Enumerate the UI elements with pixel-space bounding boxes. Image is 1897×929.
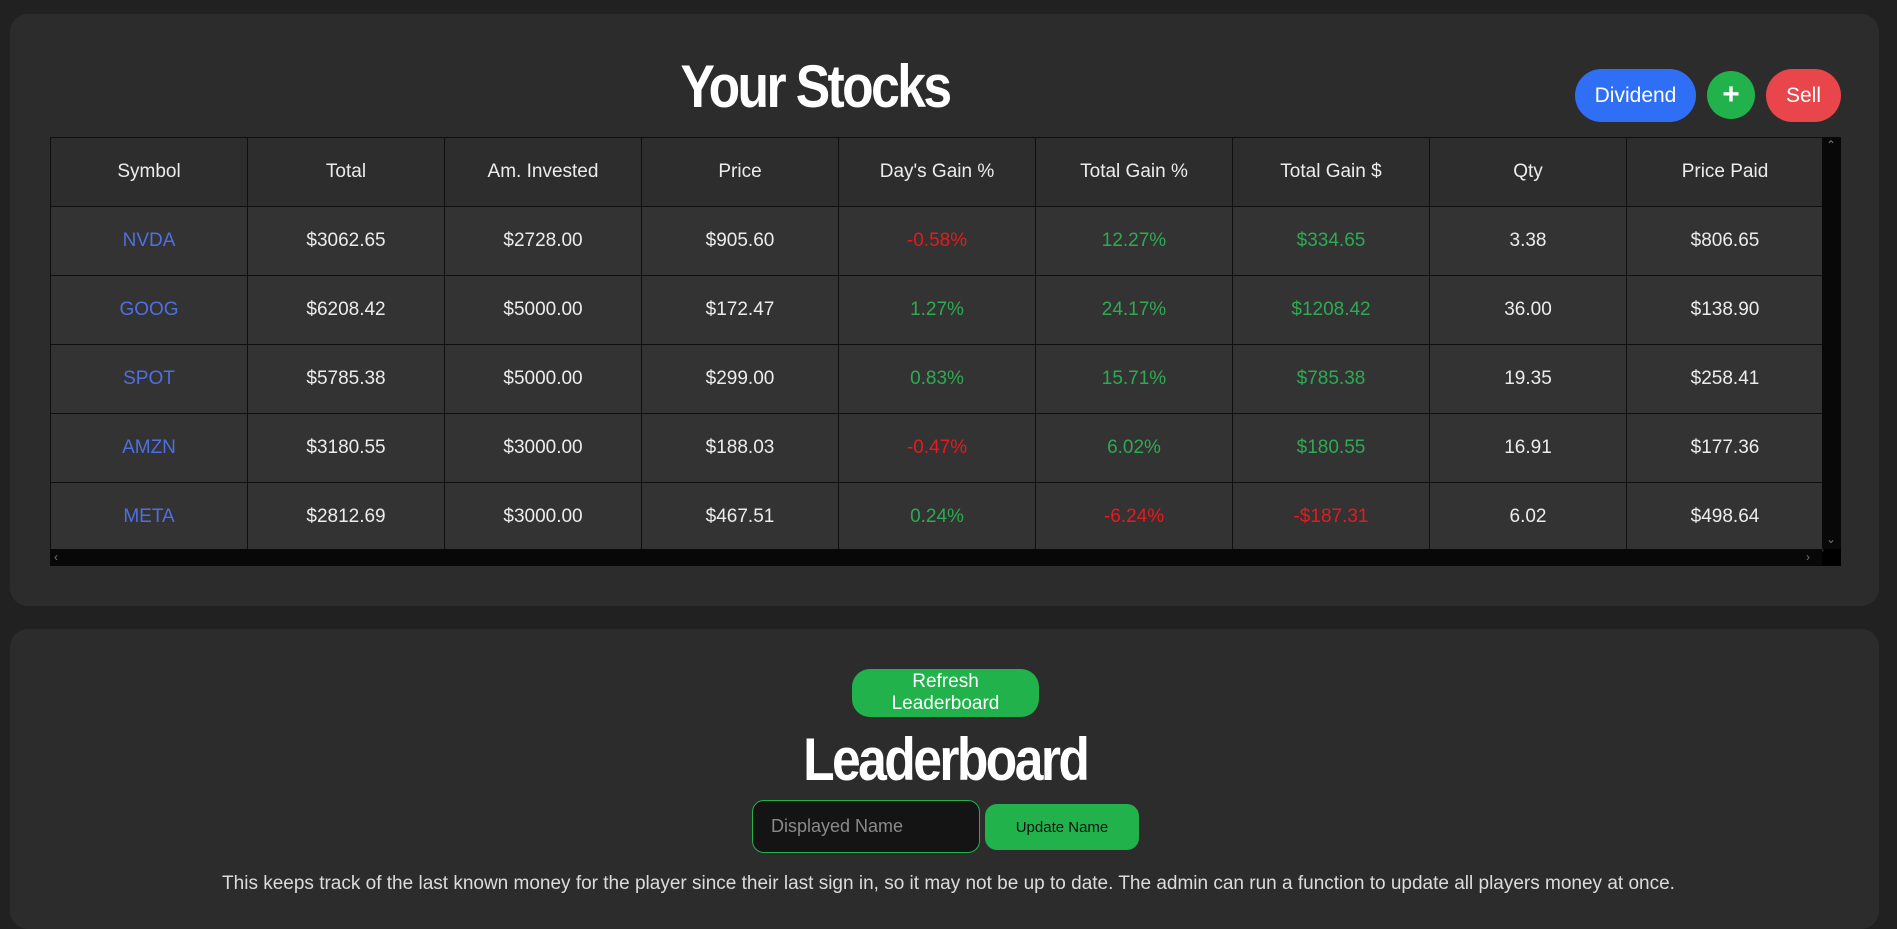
cell-qty: 16.91 (1429, 413, 1627, 483)
cell-total: $6208.42 (247, 275, 445, 345)
cell-days-gain-pct: 0.83% (838, 344, 1036, 414)
chevron-left-icon[interactable]: ‹ (54, 550, 58, 564)
symbol-link[interactable]: GOOG (50, 275, 248, 345)
symbol-link[interactable]: SPOT (50, 344, 248, 414)
cell-qty: 3.38 (1429, 206, 1627, 276)
cell-days-gain-pct: 0.24% (838, 482, 1036, 552)
cell-total: $3062.65 (247, 206, 445, 276)
cell-invested: $5000.00 (444, 275, 642, 345)
table-row: SPOT $5785.38 $5000.00 $299.00 0.83% 15.… (50, 344, 1824, 414)
symbol-link[interactable]: AMZN (50, 413, 248, 483)
column-header-total[interactable]: Total (247, 137, 445, 207)
displayed-name-input[interactable] (752, 800, 980, 853)
cell-invested: $3000.00 (444, 413, 642, 483)
cell-price-paid: $258.41 (1626, 344, 1824, 414)
chevron-up-icon[interactable]: ⌃ (1826, 138, 1837, 152)
cell-total: $3180.55 (247, 413, 445, 483)
column-header-price-paid[interactable]: Price Paid (1626, 137, 1824, 207)
cell-price: $467.51 (641, 482, 839, 552)
cell-days-gain-pct: 1.27% (838, 275, 1036, 345)
cell-price-paid: $177.36 (1626, 413, 1824, 483)
vertical-scrollbar[interactable]: ⌃ ⌄ (1822, 137, 1841, 549)
cell-days-gain-pct: -0.58% (838, 206, 1036, 276)
stocks-table: Symbol Total Am. Invested Price Day's Ga… (50, 137, 1824, 552)
cell-total-gain-usd: $180.55 (1232, 413, 1430, 483)
table-row: META $2812.69 $3000.00 $467.51 0.24% -6.… (50, 482, 1824, 552)
cell-price-paid: $806.65 (1626, 206, 1824, 276)
chevron-right-icon[interactable]: › (1806, 550, 1810, 564)
cell-days-gain-pct: -0.47% (838, 413, 1036, 483)
table-row: AMZN $3180.55 $3000.00 $188.03 -0.47% 6.… (50, 413, 1824, 483)
table-row: NVDA $3062.65 $2728.00 $905.60 -0.58% 12… (50, 206, 1824, 276)
cell-qty: 19.35 (1429, 344, 1627, 414)
cell-price: $299.00 (641, 344, 839, 414)
column-header-qty[interactable]: Qty (1429, 137, 1627, 207)
column-header-invested[interactable]: Am. Invested (444, 137, 642, 207)
cell-price: $172.47 (641, 275, 839, 345)
table-row: GOOG $6208.42 $5000.00 $172.47 1.27% 24.… (50, 275, 1824, 345)
symbol-link[interactable]: NVDA (50, 206, 248, 276)
cell-price: $905.60 (641, 206, 839, 276)
refresh-leaderboard-button[interactable]: Refresh Leaderboard (852, 669, 1039, 717)
cell-qty: 36.00 (1429, 275, 1627, 345)
cell-invested: $2728.00 (444, 206, 642, 276)
cell-qty: 6.02 (1429, 482, 1627, 552)
chevron-down-icon[interactable]: ⌄ (1826, 532, 1837, 546)
leaderboard-note: This keeps track of the last known money… (222, 873, 1675, 894)
cell-total-gain-pct: -6.24% (1035, 482, 1233, 552)
column-header-total-gain-usd[interactable]: Total Gain $ (1232, 137, 1430, 207)
cell-total-gain-pct: 15.71% (1035, 344, 1233, 414)
stocks-title: Your Stocks (680, 53, 952, 120)
leaderboard-title: Leaderboard (803, 726, 1090, 793)
update-name-button[interactable]: Update Name (985, 804, 1139, 850)
column-header-symbol[interactable]: Symbol (50, 137, 248, 207)
add-stock-button[interactable]: + (1707, 71, 1755, 119)
cell-total-gain-pct: 12.27% (1035, 206, 1233, 276)
cell-total-gain-pct: 24.17% (1035, 275, 1233, 345)
table-header-row: Symbol Total Am. Invested Price Day's Ga… (50, 137, 1824, 207)
symbol-link[interactable]: META (50, 482, 248, 552)
column-header-price[interactable]: Price (641, 137, 839, 207)
cell-price-paid: $138.90 (1626, 275, 1824, 345)
horizontal-scrollbar[interactable]: ‹ › (50, 549, 1822, 566)
column-header-days-gain-pct[interactable]: Day's Gain % (838, 137, 1036, 207)
cell-invested: $3000.00 (444, 482, 642, 552)
cell-total-gain-usd: -$187.31 (1232, 482, 1430, 552)
column-header-total-gain-pct[interactable]: Total Gain % (1035, 137, 1233, 207)
cell-total-gain-pct: 6.02% (1035, 413, 1233, 483)
cell-invested: $5000.00 (444, 344, 642, 414)
dividend-button[interactable]: Dividend (1575, 69, 1696, 122)
stocks-table-container: Symbol Total Am. Invested Price Day's Ga… (50, 137, 1841, 566)
cell-total-gain-usd: $785.38 (1232, 344, 1430, 414)
cell-total: $2812.69 (247, 482, 445, 552)
cell-price-paid: $498.64 (1626, 482, 1824, 552)
cell-total-gain-usd: $334.65 (1232, 206, 1430, 276)
sell-button[interactable]: Sell (1766, 69, 1841, 122)
cell-price: $188.03 (641, 413, 839, 483)
cell-total-gain-usd: $1208.42 (1232, 275, 1430, 345)
cell-total: $5785.38 (247, 344, 445, 414)
